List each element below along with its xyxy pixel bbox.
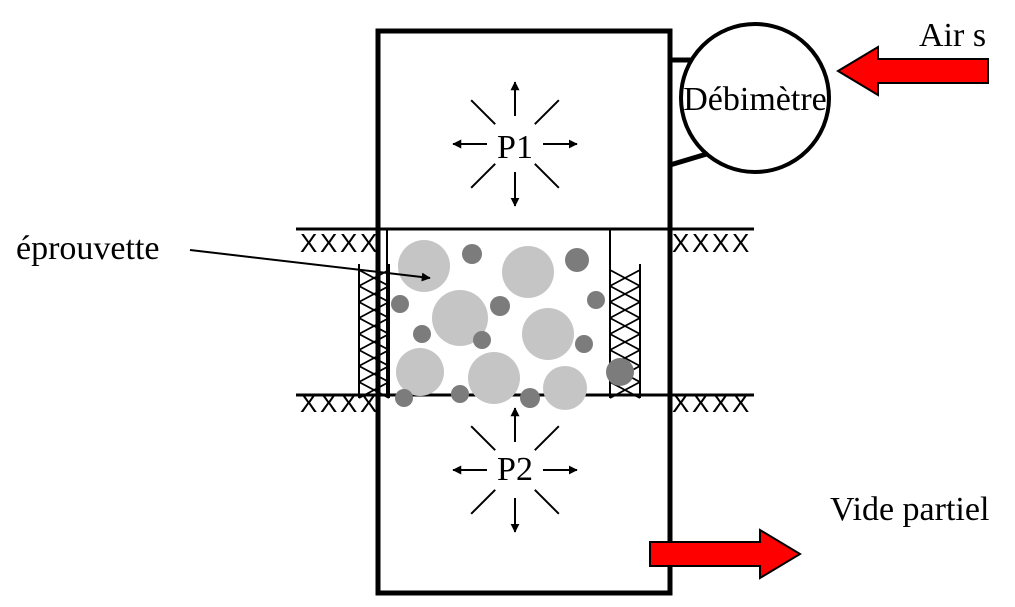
label-debimetre: Débimètre (683, 81, 827, 118)
seal-hatch: X (300, 388, 317, 418)
seal-hatch: X (300, 228, 317, 258)
particle-small (473, 331, 491, 349)
seal-hatch: X (320, 388, 337, 418)
label-vide-partiel: Vide partiel (830, 491, 989, 528)
seal-hatch: X (360, 228, 377, 258)
label-eprouvette: éprouvette (16, 230, 160, 267)
label-p1: P1 (497, 129, 533, 166)
particle-small (587, 291, 605, 309)
seal-hatch: X (672, 228, 689, 258)
particle-large (502, 246, 554, 298)
seal-hatch: X (712, 228, 729, 258)
seal-hatch: X (732, 228, 749, 258)
seal-hatch: X (672, 388, 689, 418)
particle-small (565, 248, 589, 272)
particle-large (543, 366, 587, 410)
particle-small (490, 296, 510, 316)
particle-large (522, 308, 574, 360)
label-air-s: Air s (919, 17, 986, 54)
particle-small (413, 325, 431, 343)
particle-small (520, 388, 540, 408)
particle-small (606, 358, 634, 386)
label-p2: P2 (497, 451, 533, 488)
flow-arrow (838, 47, 988, 95)
particle-small (462, 244, 482, 264)
seal-hatch: X (732, 388, 749, 418)
particle-small (391, 295, 409, 313)
seal-hatch: X (340, 228, 357, 258)
seal-hatch: X (712, 388, 729, 418)
particle-large (396, 348, 444, 396)
seal-hatch: X (340, 388, 357, 418)
particle-small (451, 385, 469, 403)
seal-hatch: X (692, 388, 709, 418)
seal-hatch: X (320, 228, 337, 258)
particle-small (395, 389, 413, 407)
seal-hatch: X (692, 228, 709, 258)
particle-small (575, 335, 593, 353)
particle-large (468, 352, 520, 404)
particle-large (398, 240, 450, 292)
